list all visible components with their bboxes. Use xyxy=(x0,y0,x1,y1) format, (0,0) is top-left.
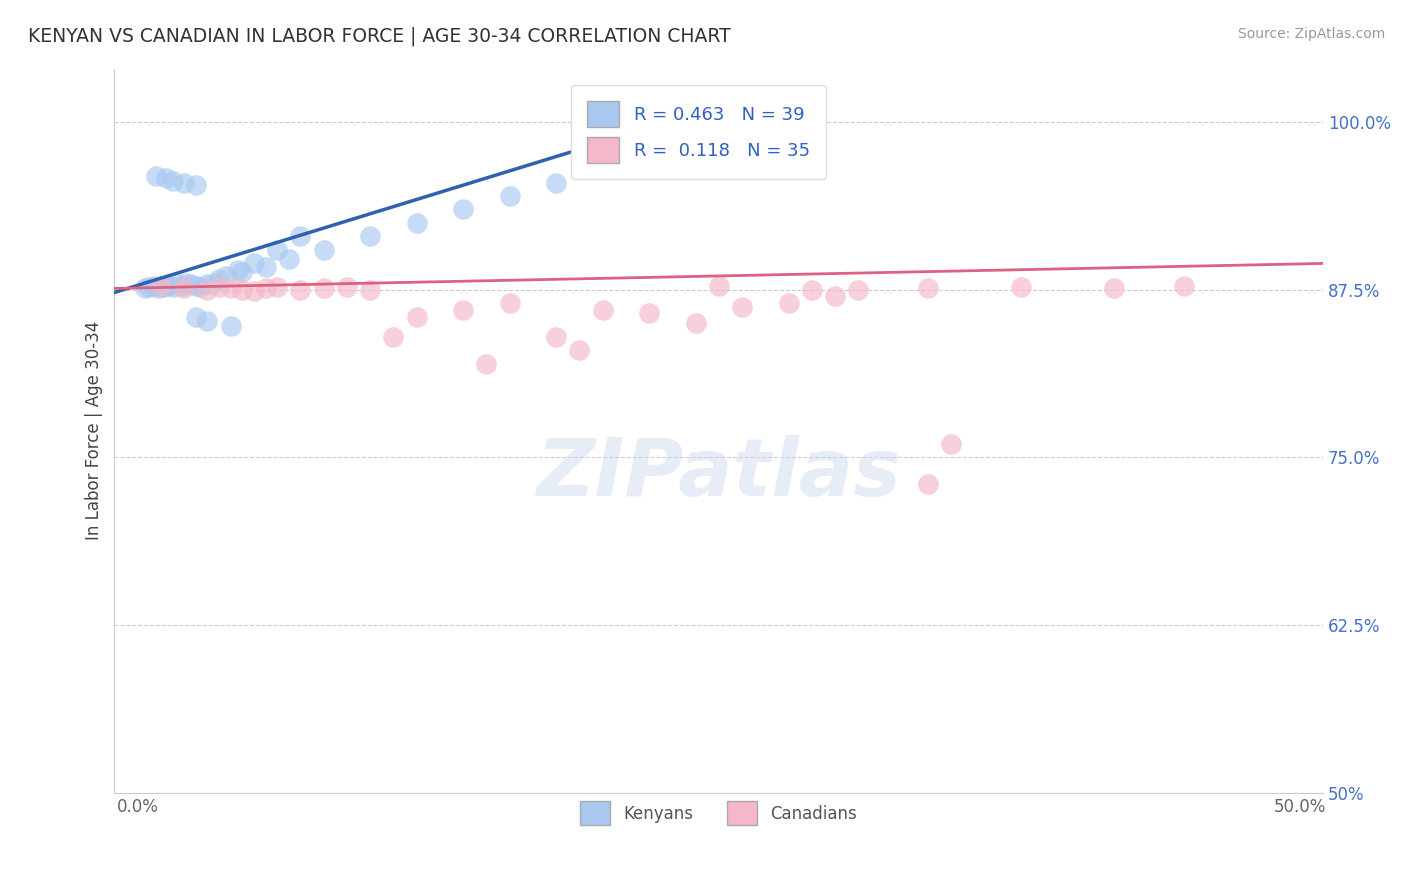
Point xyxy=(731,300,754,314)
Point xyxy=(170,278,193,293)
Point xyxy=(498,296,520,310)
Point xyxy=(243,284,266,298)
Point xyxy=(544,329,567,343)
Point xyxy=(208,280,231,294)
Point xyxy=(846,283,869,297)
Point xyxy=(254,281,277,295)
Point xyxy=(707,278,730,293)
Point xyxy=(184,278,207,293)
Point xyxy=(290,229,312,244)
Point xyxy=(173,281,195,295)
Point xyxy=(184,178,207,193)
Point xyxy=(359,229,381,244)
Point xyxy=(312,243,335,257)
Point xyxy=(173,176,195,190)
Point xyxy=(215,269,238,284)
Point xyxy=(941,437,963,451)
Point xyxy=(778,296,800,310)
Point xyxy=(162,280,184,294)
Point xyxy=(405,310,427,324)
Point xyxy=(176,276,198,290)
Text: Source: ZipAtlas.com: Source: ZipAtlas.com xyxy=(1237,27,1385,41)
Point xyxy=(184,310,207,324)
Point xyxy=(219,318,242,333)
Point xyxy=(266,280,288,294)
Point xyxy=(145,169,167,183)
Point xyxy=(156,278,179,293)
Point xyxy=(336,280,359,294)
Point xyxy=(800,283,823,297)
Point xyxy=(138,280,160,294)
Point xyxy=(202,276,225,290)
Y-axis label: In Labor Force | Age 30-34: In Labor Force | Age 30-34 xyxy=(86,321,103,541)
Point xyxy=(149,278,172,293)
Point xyxy=(231,283,253,297)
Point xyxy=(451,302,474,317)
Point xyxy=(1102,281,1125,295)
Point xyxy=(266,243,288,257)
Point xyxy=(166,277,188,292)
Point xyxy=(1173,278,1195,293)
Point xyxy=(568,343,591,358)
Point xyxy=(1010,280,1032,294)
Point xyxy=(197,277,219,292)
Point xyxy=(208,272,231,286)
Point xyxy=(359,283,381,297)
Point xyxy=(685,316,707,330)
Point xyxy=(382,329,405,343)
Point xyxy=(180,277,202,292)
Point xyxy=(475,357,498,371)
Point xyxy=(226,262,249,277)
Point xyxy=(190,280,212,294)
Point xyxy=(134,281,156,295)
Point xyxy=(498,189,520,203)
Point xyxy=(277,252,299,266)
Point xyxy=(638,305,661,319)
Point xyxy=(231,265,253,279)
Point xyxy=(219,281,242,295)
Point xyxy=(592,302,614,317)
Legend: Kenyans, Canadians: Kenyans, Canadians xyxy=(571,791,868,835)
Point xyxy=(917,281,939,295)
Point xyxy=(290,283,312,297)
Point xyxy=(824,289,846,303)
Text: KENYAN VS CANADIAN IN LABOR FORCE | AGE 30-34 CORRELATION CHART: KENYAN VS CANADIAN IN LABOR FORCE | AGE … xyxy=(28,27,731,46)
Point xyxy=(312,281,335,295)
Point xyxy=(142,278,165,293)
Point xyxy=(197,313,219,327)
Point xyxy=(405,216,427,230)
Point xyxy=(155,171,177,186)
Point xyxy=(148,281,170,295)
Text: ZIPatlas: ZIPatlas xyxy=(536,435,901,513)
Point xyxy=(451,202,474,217)
Point xyxy=(152,280,174,294)
Point xyxy=(197,283,219,297)
Point xyxy=(243,256,266,270)
Point xyxy=(254,260,277,274)
Point xyxy=(917,477,939,491)
Point xyxy=(162,174,184,188)
Point xyxy=(544,176,567,190)
